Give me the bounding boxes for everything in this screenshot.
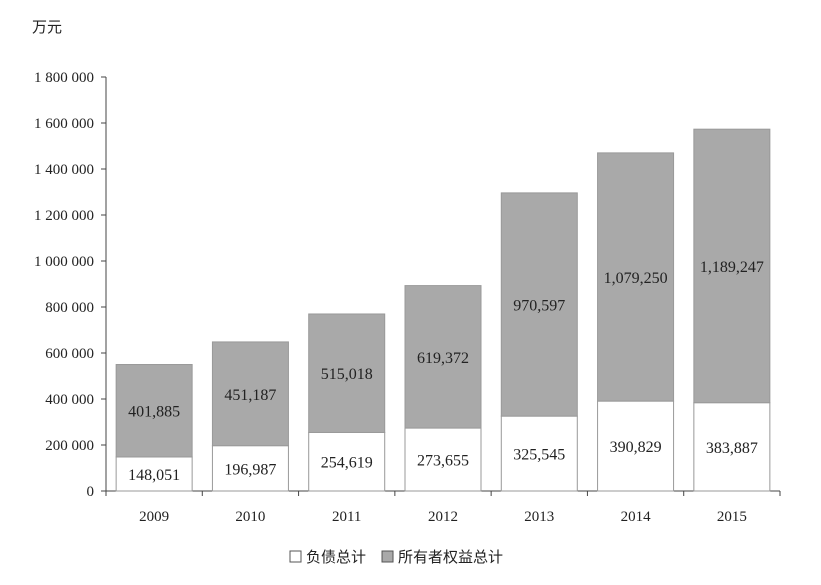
data-label: 1,189,247 — [700, 259, 764, 276]
bar-equity-2013 — [500, 192, 578, 417]
bar-equity-2010 — [211, 341, 289, 447]
bar-liabilities-2014 — [597, 400, 675, 492]
bar-liabilities-2015 — [693, 402, 771, 492]
bar-equity-2011 — [308, 313, 386, 433]
data-label: 383,887 — [706, 440, 758, 457]
x-tick-label: 2015 — [717, 509, 747, 525]
data-label: 196,987 — [224, 461, 276, 478]
data-label: 1,079,250 — [604, 270, 668, 287]
bar-equity-2009 — [115, 364, 193, 458]
bar-equity-2015 — [693, 128, 771, 404]
data-label: 254,619 — [321, 455, 373, 472]
x-tick-label: 2012 — [428, 509, 458, 525]
bar-liabilities-2012 — [404, 427, 482, 492]
data-label: 148,051 — [128, 467, 180, 484]
legend-label-liabilities: 负债总计 — [306, 548, 366, 566]
bar-equity-2014 — [597, 152, 675, 402]
bar-liabilities-2013 — [500, 415, 578, 492]
bar-liabilities-2010 — [211, 445, 289, 492]
x-tick-label: 2013 — [524, 509, 554, 525]
data-label: 515,018 — [321, 366, 373, 383]
data-label: 451,187 — [224, 387, 276, 404]
legend-label-equity: 所有者权益总计 — [398, 548, 503, 566]
y-tick-label: 0 — [87, 484, 95, 500]
bar-equity-2012 — [404, 285, 482, 429]
x-tick-label: 2010 — [235, 509, 265, 525]
plot-area: 0 200 000 400 000 600 000 800 000 1 000 000 1 … — [34, 70, 781, 525]
bar-liabilities-2009 — [115, 456, 193, 492]
x-tick-label: 2009 — [139, 509, 169, 525]
x-tick-label: 2014 — [621, 509, 652, 525]
legend-swatch-equity — [381, 550, 394, 563]
y-tick-label: 800 000 — [45, 300, 94, 316]
legend: 负债总计 所有者权益总计 — [289, 548, 503, 566]
y-tick-label: 400 000 — [45, 392, 94, 408]
data-label: 325,545 — [513, 447, 565, 464]
y-tick-label: 1 400 000 — [34, 162, 94, 178]
x-tick-label: 2011 — [332, 509, 361, 525]
data-label: 401,885 — [128, 404, 180, 421]
y-tick-label: 1 600 000 — [34, 116, 94, 132]
y-axis-unit-label: 万元 — [32, 18, 62, 36]
y-tick-label: 1 800 000 — [34, 70, 94, 86]
data-label: 619,372 — [417, 350, 469, 367]
legend-swatch-liabilities — [289, 550, 302, 563]
y-tick-label: 600 000 — [45, 346, 94, 362]
bar-liabilities-2011 — [308, 431, 386, 492]
data-label: 970,597 — [513, 298, 565, 315]
y-tick-label: 1 000 000 — [34, 254, 94, 270]
data-label: 273,655 — [417, 453, 469, 470]
y-tick-label: 1 200 000 — [34, 208, 94, 224]
y-tick-label: 200 000 — [45, 438, 94, 454]
data-label: 390,829 — [610, 439, 662, 456]
